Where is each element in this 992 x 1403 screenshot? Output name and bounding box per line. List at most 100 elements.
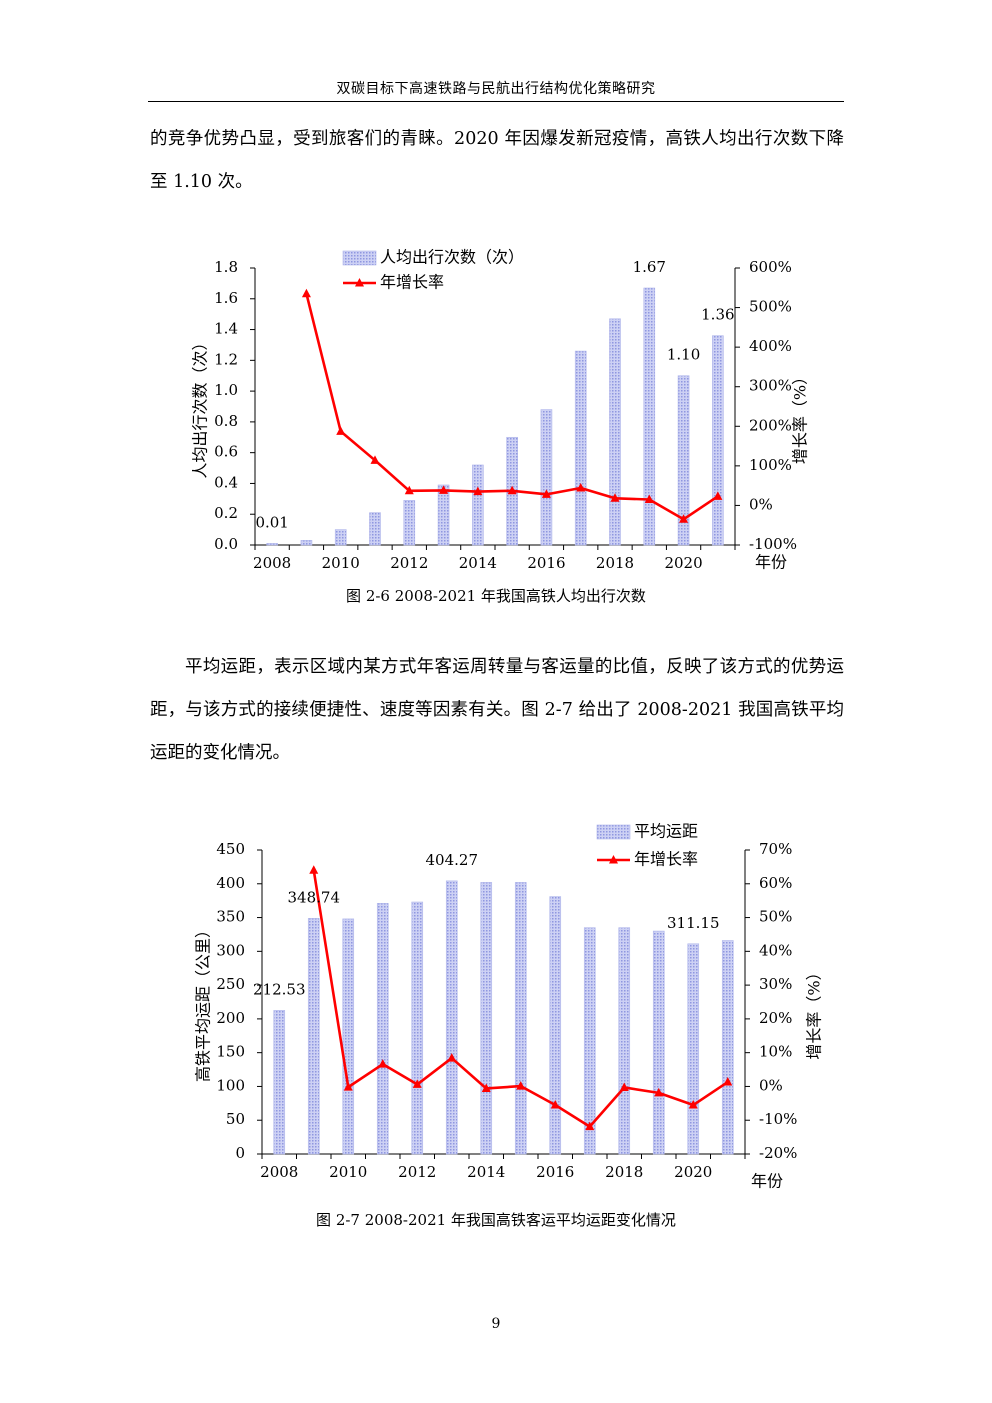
right-tick-label: 500%	[749, 298, 792, 316]
growth-rate-point	[688, 1100, 698, 1109]
bar	[369, 512, 381, 546]
right-axis-title: 增长率（%）	[805, 964, 824, 1059]
bar	[652, 930, 665, 1155]
bar	[334, 529, 347, 546]
left-tick-label: 1.0	[214, 381, 238, 399]
growth-rate-point	[644, 494, 654, 503]
growth-rate-point	[481, 1083, 491, 1092]
growth-rate-point	[723, 1077, 733, 1086]
right-tick-label: 300%	[749, 377, 792, 395]
page-number: 9	[491, 1316, 501, 1332]
bar-data-label: 311.15	[667, 914, 720, 932]
growth-rate-point	[550, 1100, 560, 1109]
left-tick-label: 200	[216, 1009, 245, 1027]
left-tick-label: 300	[216, 941, 245, 959]
right-tick-label: 10%	[759, 1043, 792, 1061]
bar	[411, 901, 424, 1155]
x-tick-label: 2016	[527, 554, 565, 572]
growth-rate-point	[576, 483, 586, 492]
bar	[307, 918, 320, 1155]
left-axis-title: 人均出行次数（次）	[191, 334, 210, 478]
bar-data-label: 1.36	[701, 306, 734, 324]
right-tick-label: 50%	[759, 908, 792, 926]
bar	[472, 464, 484, 546]
bar	[342, 918, 355, 1155]
running-header: 双碳目标下高速铁路与民航出行结构优化策略研究	[336, 81, 656, 97]
growth-rate-point	[619, 1082, 629, 1091]
bar	[540, 409, 553, 546]
bar	[376, 903, 389, 1155]
right-tick-label: 30%	[759, 975, 792, 993]
paragraph-1: 的竞争优势凸显，受到旅客们的青睐。2020 年因爆发新冠疫情，高铁人均出行次数下…	[150, 129, 844, 192]
bar	[721, 940, 734, 1155]
growth-rate-point	[378, 1059, 388, 1068]
x-tick-label: 2008	[253, 554, 291, 572]
left-tick-label: 1.6	[214, 289, 238, 307]
x-tick-label: 2018	[605, 1163, 643, 1181]
growth-rate-point	[370, 455, 380, 464]
x-tick-label: 2012	[390, 554, 428, 572]
growth-rate-point	[404, 485, 414, 495]
legend-bar-swatch	[342, 250, 377, 266]
right-tick-label: 0%	[759, 1076, 783, 1094]
x-tick-label: 2014	[467, 1163, 505, 1181]
left-tick-label: 0.6	[214, 443, 238, 461]
left-tick-label: 1.2	[214, 350, 238, 368]
left-tick-label: 0.4	[214, 473, 238, 491]
bar	[643, 287, 656, 546]
growth-rate-point	[585, 1121, 595, 1131]
bar	[266, 543, 278, 546]
bar-data-label: 348.74	[288, 888, 341, 906]
figure-2-7-chart: 0 50 100 150 200 250 300 350 400 450 -20% -10% 0% 10%…	[194, 822, 824, 1191]
x-tick-label: 2008	[260, 1163, 298, 1181]
figure-2-6-caption: 图 2-6 2008-2021 年我国高铁人均出行次数	[346, 587, 646, 605]
left-tick-label: 350	[216, 908, 245, 926]
bar-data-label: 212.53	[253, 980, 306, 998]
growth-rate-point	[473, 486, 483, 496]
x-tick-label: 2020	[664, 554, 702, 572]
bar-data-label: 1.10	[667, 346, 700, 364]
left-tick-label: 400	[216, 874, 245, 892]
legend-line-marker	[609, 855, 618, 864]
figure-2-6-chart: 0.0 0.2 0.4 0.6 0.8 1.0 1.2 1.4 1.6 1.8 -100% 0% 100…	[191, 248, 810, 573]
growth-rate-point	[336, 426, 346, 435]
growth-rate-point	[439, 485, 449, 494]
bar	[618, 927, 631, 1155]
right-tick-label: 40%	[759, 941, 792, 959]
bar	[514, 882, 527, 1155]
x-axis-title: 年份	[755, 553, 787, 572]
legend-line-marker	[355, 278, 364, 287]
growth-rate-point	[412, 1079, 422, 1088]
growth-rate-point	[654, 1087, 664, 1097]
right-tick-label: 20%	[759, 1009, 792, 1027]
x-tick-label: 2010	[322, 554, 360, 572]
bar	[609, 318, 621, 546]
bar	[300, 540, 313, 546]
growth-rate-point	[301, 288, 311, 298]
bar	[677, 375, 690, 546]
bar	[437, 484, 450, 546]
x-tick-label: 2018	[596, 554, 634, 572]
left-tick-label: 0	[235, 1144, 245, 1162]
right-tick-label: 100%	[749, 456, 792, 474]
right-tick-label: -10%	[759, 1110, 797, 1128]
legend-bar-swatch	[596, 824, 631, 840]
growth-rate-point	[516, 1081, 526, 1090]
x-tick-label: 2010	[329, 1163, 367, 1181]
growth-rate-point	[447, 1053, 457, 1062]
bar	[583, 927, 596, 1155]
left-tick-label: 1.4	[214, 320, 238, 338]
x-tick-label: 2012	[398, 1163, 436, 1181]
right-tick-label: 200%	[749, 416, 792, 434]
right-tick-label: 400%	[749, 337, 792, 355]
legend-line-label: 年增长率	[634, 850, 698, 869]
x-axis-title: 年份	[751, 1172, 783, 1191]
bar	[687, 943, 700, 1155]
left-tick-label: 250	[216, 975, 245, 993]
header-rule	[148, 101, 844, 102]
right-tick-label: -20%	[759, 1144, 797, 1162]
right-axis-title: 增长率（%）	[791, 369, 810, 464]
bar-data-label: 404.27	[426, 851, 479, 869]
legend-bar-label: 人均出行次数（次）	[380, 248, 524, 267]
bar	[574, 350, 587, 546]
